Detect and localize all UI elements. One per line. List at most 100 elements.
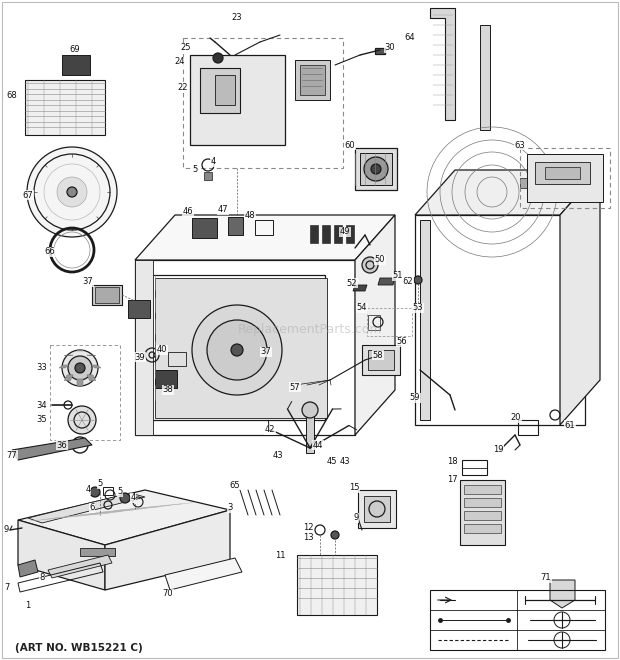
Bar [322, 225, 330, 243]
Polygon shape [105, 510, 230, 590]
Polygon shape [355, 215, 395, 435]
Circle shape [302, 402, 318, 418]
Circle shape [371, 164, 381, 174]
Text: 60: 60 [345, 141, 355, 150]
Polygon shape [378, 278, 395, 285]
Polygon shape [430, 8, 455, 120]
Text: 19: 19 [493, 446, 503, 455]
Text: 39: 39 [135, 352, 145, 362]
Circle shape [90, 487, 100, 497]
Text: 4: 4 [130, 494, 136, 502]
Bar [62, 55, 90, 75]
Bar [103, 487, 113, 495]
Text: 4: 4 [210, 158, 216, 166]
Bar [362, 345, 400, 375]
Text: 1: 1 [25, 601, 30, 609]
Circle shape [68, 356, 92, 380]
Text: 20: 20 [511, 414, 521, 422]
Bar [355, 148, 397, 190]
Bar [135, 260, 153, 435]
Text: 51: 51 [392, 271, 403, 280]
Bar [150, 275, 325, 420]
Bar [297, 555, 377, 615]
Text: 71: 71 [541, 574, 551, 583]
Text: 53: 53 [413, 304, 423, 312]
Text: 9: 9 [3, 525, 9, 535]
Text: 59: 59 [410, 393, 420, 403]
Bar [460, 480, 505, 545]
Circle shape [62, 350, 98, 386]
Text: 7: 7 [4, 583, 10, 593]
Bar [192, 218, 217, 238]
Circle shape [192, 305, 282, 395]
Bar [228, 217, 243, 235]
Bar [545, 167, 580, 179]
Circle shape [414, 276, 422, 284]
Text: 66: 66 [45, 248, 55, 257]
Text: 61: 61 [565, 420, 575, 430]
Bar [358, 490, 396, 528]
Bar [295, 60, 330, 100]
Bar [527, 154, 603, 202]
Text: 49: 49 [340, 228, 350, 236]
Text: 38: 38 [162, 385, 174, 395]
Polygon shape [480, 25, 490, 130]
Text: 52: 52 [347, 279, 357, 288]
Polygon shape [415, 170, 600, 215]
Text: 5: 5 [117, 488, 123, 496]
Bar [415, 215, 585, 425]
Text: 64: 64 [405, 34, 415, 42]
Polygon shape [550, 580, 575, 608]
Text: 58: 58 [373, 350, 383, 360]
Bar [95, 287, 119, 303]
Text: 63: 63 [515, 141, 525, 150]
Circle shape [364, 157, 388, 181]
Text: 6: 6 [89, 504, 95, 513]
Bar [540, 175, 558, 187]
Circle shape [57, 177, 87, 207]
Bar [464, 485, 501, 494]
Text: 13: 13 [303, 533, 313, 543]
Bar [155, 278, 327, 418]
Circle shape [331, 531, 339, 539]
Text: 12: 12 [303, 523, 313, 533]
Circle shape [207, 320, 267, 380]
Text: 34: 34 [37, 401, 47, 409]
Bar [420, 220, 430, 420]
Text: 43: 43 [340, 457, 350, 467]
Polygon shape [91, 365, 101, 368]
Bar [535, 162, 590, 184]
Bar [367, 308, 412, 336]
Text: 18: 18 [446, 457, 458, 467]
Text: 17: 17 [446, 475, 458, 484]
Bar [464, 511, 501, 520]
Polygon shape [28, 493, 145, 523]
Bar [334, 225, 342, 243]
Polygon shape [87, 375, 95, 381]
Circle shape [231, 344, 243, 356]
Text: 30: 30 [384, 44, 396, 53]
Polygon shape [204, 172, 212, 180]
Polygon shape [560, 170, 600, 425]
Text: 62: 62 [402, 277, 414, 286]
Text: 5: 5 [192, 166, 198, 174]
Bar [368, 350, 394, 370]
Text: 25: 25 [181, 44, 191, 53]
Bar [255, 220, 273, 235]
Text: 11: 11 [275, 552, 285, 560]
Text: 42: 42 [265, 426, 275, 434]
Text: 23: 23 [232, 13, 242, 22]
Bar [360, 153, 392, 185]
Text: 44: 44 [312, 440, 323, 449]
Polygon shape [12, 438, 92, 460]
Polygon shape [375, 48, 385, 54]
Circle shape [213, 53, 223, 63]
Bar [200, 68, 240, 113]
Text: 65: 65 [229, 480, 241, 490]
Circle shape [369, 501, 385, 517]
Circle shape [75, 363, 85, 373]
Text: 48: 48 [245, 211, 255, 220]
Text: 9: 9 [353, 513, 358, 523]
Polygon shape [353, 285, 367, 291]
Text: 22: 22 [178, 84, 188, 92]
